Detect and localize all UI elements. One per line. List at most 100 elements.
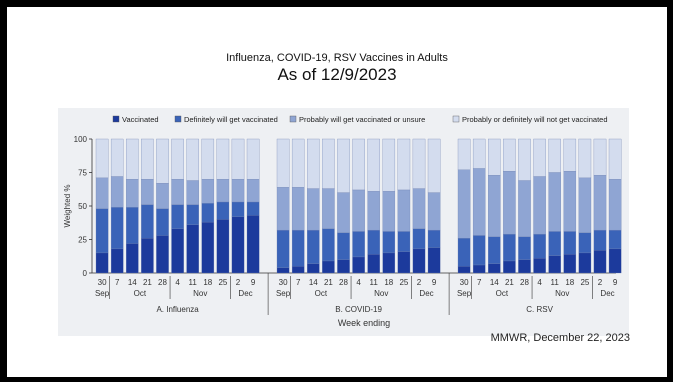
bar-probably — [503, 171, 516, 235]
bar-probably — [201, 179, 215, 204]
x-month-label: Dec — [419, 289, 433, 298]
panel-label: A. Influenza — [156, 305, 199, 314]
bar-probably — [352, 189, 365, 232]
bar-will-not — [563, 138, 577, 172]
bar-vaccinated — [141, 238, 154, 274]
bar-probably — [533, 176, 546, 235]
bar-probably — [427, 192, 441, 231]
bar-definitely — [307, 229, 320, 264]
x-month-label: Sep — [457, 289, 472, 298]
x-tick-label: 7 — [296, 278, 301, 287]
bar-will-not — [533, 138, 546, 177]
bar-vaccinated — [367, 254, 380, 274]
bar-vaccinated — [503, 260, 516, 274]
bar-vaccinated — [518, 259, 531, 274]
x-tick-label: 2 — [598, 278, 603, 287]
bar-probably — [518, 180, 531, 237]
bar-definitely — [156, 208, 169, 236]
bar-vaccinated — [533, 258, 546, 274]
bar-will-not — [488, 138, 501, 176]
panel-label: B. COVID-19 — [335, 305, 382, 314]
chart-panel: Vaccinated Definitely will get vaccinated… — [58, 108, 629, 336]
x-month-label: Nov — [555, 289, 569, 298]
x-tick-label: 18 — [565, 278, 574, 287]
bar-probably — [563, 171, 577, 232]
bar-will-not — [352, 138, 365, 191]
bar-probably — [412, 188, 426, 229]
bar-vaccinated — [457, 266, 471, 274]
bar-definitely — [216, 201, 230, 220]
x-tick-label: 25 — [218, 278, 227, 287]
bar-will-not — [126, 138, 139, 180]
x-tick-label: 9 — [251, 278, 256, 287]
bar-probably — [156, 183, 169, 209]
bar-definitely — [276, 229, 290, 268]
bar-probably — [95, 177, 109, 209]
legend-label: Definitely will get vaccinated — [184, 115, 278, 124]
x-month-label: Dec — [238, 289, 252, 298]
bar-will-not — [457, 138, 471, 170]
x-axis-label: Week ending — [338, 318, 390, 328]
bar-will-not — [201, 138, 215, 180]
bar-vaccinated — [231, 216, 245, 274]
bar-definitely — [533, 233, 546, 259]
bar-will-not — [608, 138, 622, 180]
x-tick-label: 21 — [505, 278, 514, 287]
bar-probably — [276, 187, 290, 231]
bar-vaccinated — [563, 254, 577, 274]
bar-will-not — [427, 138, 441, 193]
bar-will-not — [337, 138, 350, 193]
bar-probably — [186, 180, 199, 205]
bar-definitely — [110, 207, 124, 250]
bar-will-not — [518, 138, 531, 181]
bar-definitely — [472, 235, 486, 266]
bar-probably — [548, 172, 561, 232]
bar-will-not — [141, 138, 154, 180]
bar-definitely — [367, 229, 380, 255]
bar-will-not — [110, 138, 124, 177]
bar-definitely — [126, 207, 139, 244]
bar-probably — [488, 175, 501, 237]
x-month-label: Oct — [496, 289, 509, 298]
bar-will-not — [503, 138, 516, 172]
bar-will-not — [578, 138, 592, 179]
bar-vaccinated — [352, 256, 365, 274]
x-tick-label: 14 — [309, 278, 318, 287]
x-tick-label: 18 — [384, 278, 393, 287]
y-tick-label: 100 — [74, 135, 88, 144]
y-axis-label: Weighted % — [63, 185, 72, 228]
stacked-bar-chart: Vaccinated Definitely will get vaccinated… — [63, 115, 622, 328]
bar-definitely — [503, 233, 516, 262]
bar-definitely — [563, 231, 577, 255]
y-tick-label: 50 — [78, 202, 87, 211]
bar-probably — [307, 188, 320, 231]
slide-subtitle: As of 12/9/2023 — [277, 65, 397, 84]
y-tick-label: 0 — [83, 269, 88, 278]
bar-probably — [382, 191, 396, 232]
x-tick-label: 2 — [417, 278, 422, 287]
slide-title: Influenza, COVID-19, RSV Vaccines in Adu… — [226, 52, 448, 64]
bar-definitely — [382, 231, 396, 254]
x-tick-label: 7 — [477, 278, 482, 287]
bar-definitely — [322, 228, 335, 262]
legend-swatch — [452, 115, 460, 123]
bar-vaccinated — [548, 255, 561, 274]
bar-will-not — [322, 138, 335, 189]
bar-definitely — [457, 238, 471, 267]
x-tick-label: 21 — [324, 278, 333, 287]
bar-vaccinated — [201, 221, 215, 274]
x-tick-label: 28 — [158, 278, 167, 287]
bar-probably — [397, 189, 411, 232]
x-tick-label: 11 — [189, 278, 198, 287]
bar-probably — [216, 179, 230, 203]
bar-definitely — [95, 208, 109, 254]
legend-swatch — [289, 115, 297, 123]
bar-probably — [367, 191, 380, 231]
y-tick-label: 75 — [78, 169, 87, 178]
legend-label: Vaccinated — [122, 115, 159, 124]
slide: Influenza, COVID-19, RSV Vaccines in Adu… — [7, 7, 667, 377]
bar-definitely — [291, 229, 305, 267]
bar-will-not — [216, 138, 230, 180]
bar-probably — [578, 177, 592, 233]
bar-will-not — [246, 138, 260, 180]
